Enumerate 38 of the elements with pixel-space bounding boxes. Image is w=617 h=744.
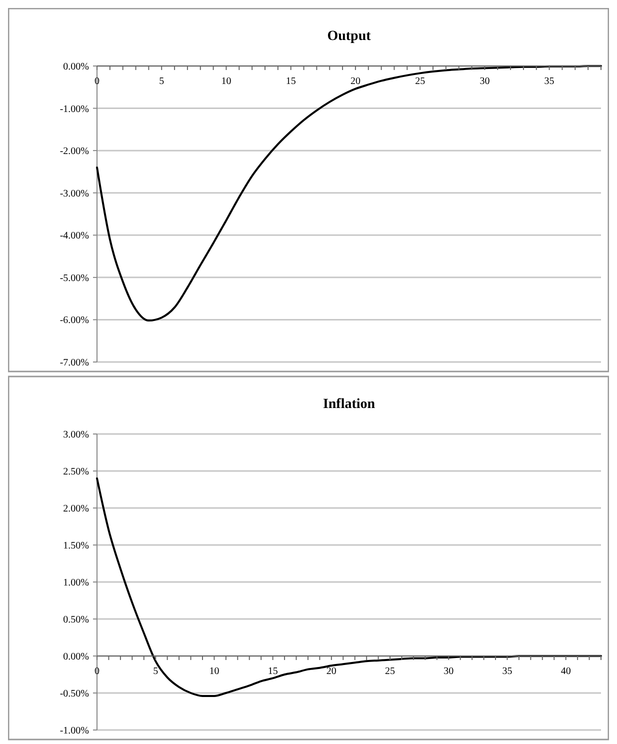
y-tick-label: 1.50% xyxy=(63,540,89,552)
x-tick-label: 5 xyxy=(159,76,164,87)
y-tick-label: 0.50% xyxy=(63,614,89,626)
x-tick-label: 25 xyxy=(415,76,426,87)
x-tick-label: 30 xyxy=(480,76,490,87)
x-tick-label: 5 xyxy=(153,666,158,677)
y-tick-label: -4.00% xyxy=(60,230,89,242)
y-tick-label: -0.50% xyxy=(60,688,89,700)
x-tick-label: 10 xyxy=(221,76,232,87)
y-tick-label: 2.00% xyxy=(63,504,89,514)
y-tick-label: -1.00% xyxy=(60,104,89,115)
x-tick-label: 20 xyxy=(350,76,360,87)
x-tick-label: 20 xyxy=(326,666,336,677)
line-series xyxy=(96,65,602,322)
y-tick-label: -5.00% xyxy=(60,272,89,284)
x-tick-label: 15 xyxy=(286,76,296,87)
y-tick-label: -3.00% xyxy=(60,188,89,200)
x-tick-label: 35 xyxy=(502,666,512,677)
line-series xyxy=(96,477,602,697)
y-tick-label: 0.00% xyxy=(63,62,89,72)
x-tick-label: 35 xyxy=(544,76,554,87)
y-tick-label: -7.00% xyxy=(60,358,89,368)
x-tick-label: 40 xyxy=(560,666,571,677)
chart-title: Inflation xyxy=(322,397,376,412)
x-tick-label: 25 xyxy=(385,666,396,677)
y-tick-label: 0.00% xyxy=(63,652,89,662)
x-tick-label: 0 xyxy=(94,666,100,677)
y-tick-label: 3.00% xyxy=(63,430,89,440)
y-tick-label: -1.00% xyxy=(60,726,89,736)
x-tick-label: 0 xyxy=(94,76,100,87)
x-tick-label: 10 xyxy=(209,666,220,677)
x-tick-label: 30 xyxy=(444,666,454,677)
y-tick-label: -2.00% xyxy=(60,146,89,158)
y-tick-label: -6.00% xyxy=(60,315,89,326)
y-tick-label: 2.50% xyxy=(63,466,89,478)
x-tick-label: 15 xyxy=(268,666,278,677)
chart-title: Output xyxy=(327,29,372,44)
y-tick-label: 1.00% xyxy=(63,578,89,588)
